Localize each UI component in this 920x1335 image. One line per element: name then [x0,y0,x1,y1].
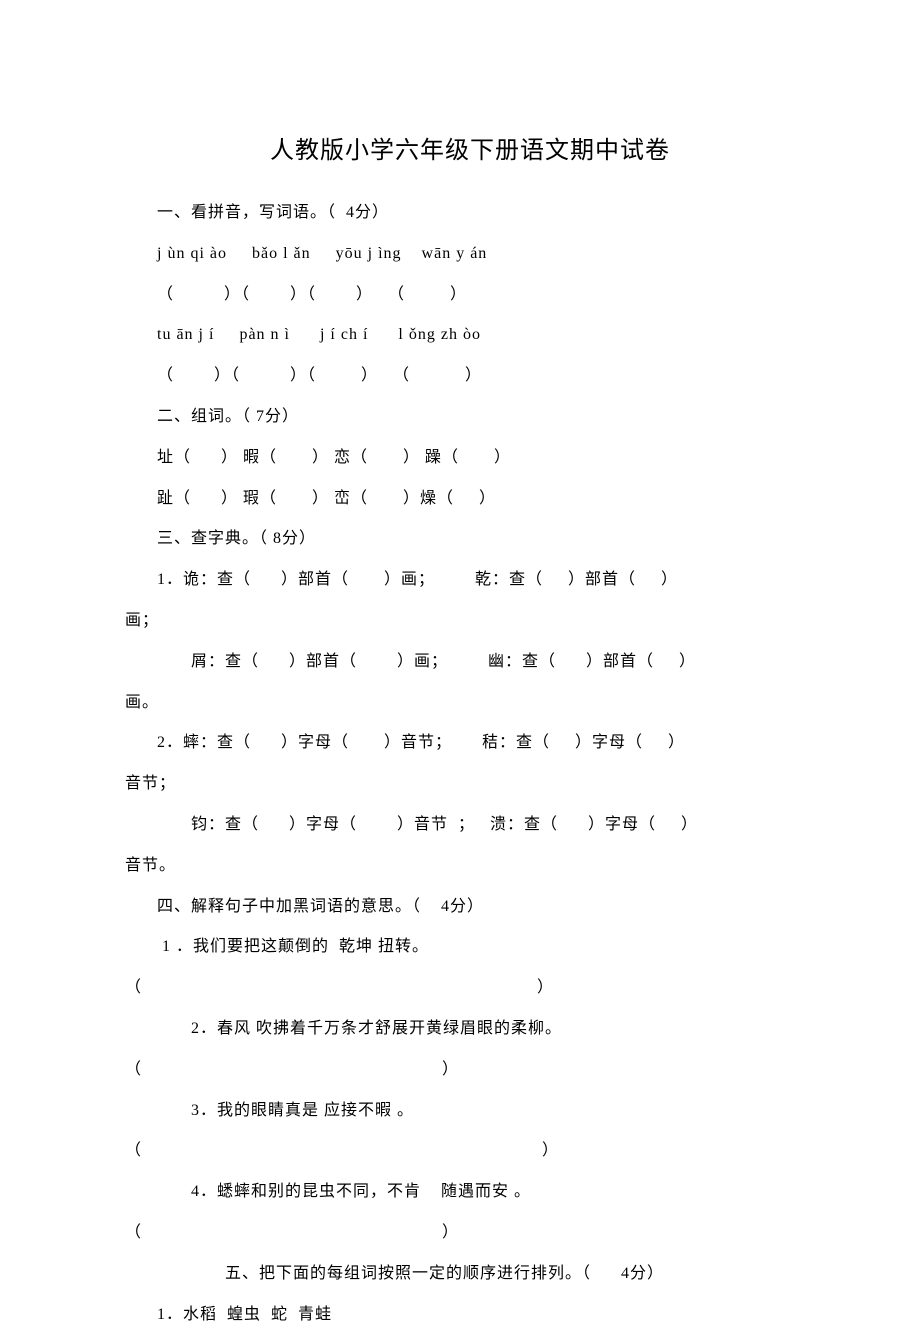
text-line: 屑：查（ ）部首（ ）画； 幽：查（ ）部首（ ） [125,642,815,683]
text-line: （ ） [125,1213,815,1254]
text-line: 2．蟀：查（ ）字母（ ）音节； 秸：查（ ）字母（ ） [125,723,815,764]
text-line: 音节。 [125,846,815,887]
text-line: （ ） [125,1131,815,1172]
text-line: 钧：查（ ）字母（ ）音节 ； 溃：查（ ）字母（ ） [125,805,815,846]
text-line: 音节； [125,764,815,805]
text-line: 五、把下面的每组词按照一定的顺序进行排列。（ 4分） [125,1254,815,1295]
text-line: 1 ．我们要把这颠倒的 乾坤 扭转。 [125,927,815,968]
text-line: 趾（ ） 瑕（ ） 峦（ ）燥（ ） [125,479,815,520]
text-line: 4．蟋蟀和别的昆虫不同，不肯 随遇而安 。 [125,1172,815,1213]
text-line: （ ） [125,968,815,1009]
text-line: 2．春风 吹拂着千万条才舒展开黄绿眉眼的柔柳。 [125,1009,815,1050]
text-line: 1．诡：查（ ）部首（ ）画； 乾：查（ ）部首（ ） [125,560,815,601]
text-line: （ ）（ ）（ ） （ ） [125,275,815,316]
text-line: 画。 [125,683,815,724]
text-line: 画； [125,601,815,642]
text-line: 3．我的眼睛真是 应接不暇 。 [125,1091,815,1132]
text-line: 一、看拼音，写词语。（ 4分） [125,193,815,234]
page-title: 人教版小学六年级下册语文期中试卷 [125,130,815,165]
document-body: 一、看拼音，写词语。（ 4分）j ùn qi ào bǎo l ǎn yōu j… [125,193,815,1335]
text-line: j ùn qi ào bǎo l ǎn yōu j ìng wān y án [125,234,815,275]
text-line: （ ） [125,1050,815,1091]
text-line: tu ān j í pàn n ì j í ch í l ǒng zh òo [125,315,815,356]
text-line: 址（ ） 暇（ ） 恋（ ） 躁（ ） [125,438,815,479]
text-line: 二、组词。（ 7分） [125,397,815,438]
text-line: 1．水稻 蝗虫 蛇 青蛙 [125,1295,815,1335]
text-line: （ ）（ ）（ ） （ ） [125,356,815,397]
text-line: 三、查字典。（ 8分） [125,519,815,560]
text-line: 四、解释句子中加黑词语的意思。（ 4分） [125,887,815,928]
